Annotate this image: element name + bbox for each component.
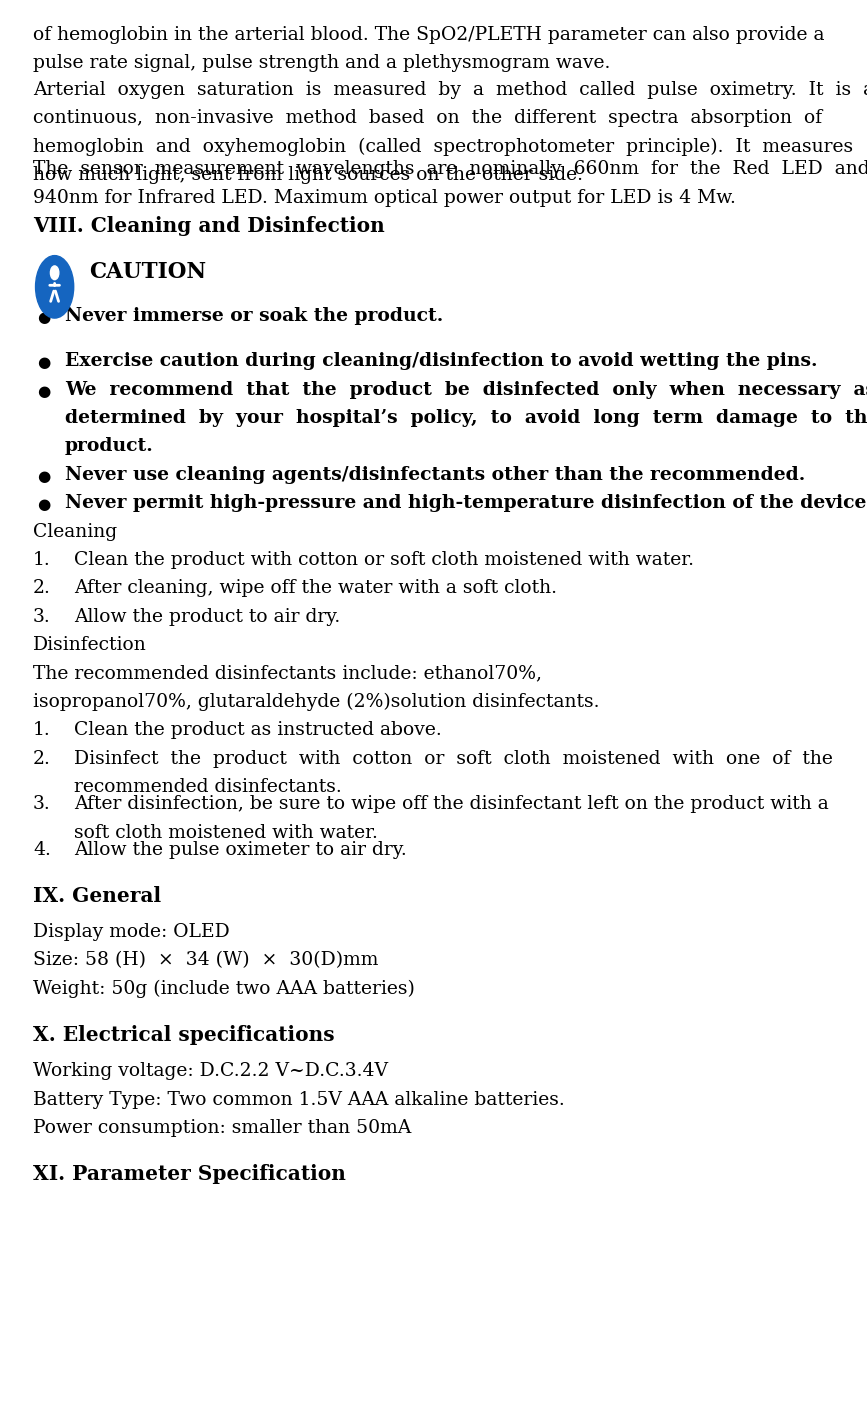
Circle shape [36, 256, 74, 318]
Text: 4.: 4. [33, 841, 51, 859]
Text: Clean the product with cotton or soft cloth moistened with water.: Clean the product with cotton or soft cl… [74, 551, 694, 569]
Text: of hemoglobin in the arterial blood. The SpO2/PLETH parameter can also provide a: of hemoglobin in the arterial blood. The… [33, 26, 825, 44]
Text: The  sensor  measurement  wavelengths  are  nominally  660nm  for  the  Red  LED: The sensor measurement wavelengths are n… [33, 160, 867, 179]
Text: ●: ● [36, 311, 50, 325]
Text: The recommended disinfectants include: ethanol70%,: The recommended disinfectants include: e… [33, 665, 542, 683]
Text: continuous,  non-invasive  method  based  on  the  different  spectra  absorptio: continuous, non-invasive method based on… [33, 109, 822, 128]
Text: Disinfection: Disinfection [33, 636, 147, 655]
Text: Never use cleaning agents/disinfectants other than the recommended.: Never use cleaning agents/disinfectants … [65, 466, 805, 484]
Text: Clean the product as instructed above.: Clean the product as instructed above. [74, 721, 441, 740]
Text: After disinfection, be sure to wipe off the disinfectant left on the product wit: After disinfection, be sure to wipe off … [74, 795, 829, 814]
Text: Working voltage: D.C.2.2 V~D.C.3.4V: Working voltage: D.C.2.2 V~D.C.3.4V [33, 1062, 388, 1081]
Text: Battery Type: Two common 1.5V AAA alkaline batteries.: Battery Type: Two common 1.5V AAA alkali… [33, 1091, 564, 1109]
Text: determined  by  your  hospital’s  policy,  to  avoid  long  term  damage  to  th: determined by your hospital’s policy, to… [65, 409, 867, 427]
Text: Display mode: OLED: Display mode: OLED [33, 923, 230, 941]
Text: Arterial  oxygen  saturation  is  measured  by  a  method  called  pulse  oximet: Arterial oxygen saturation is measured b… [33, 81, 867, 99]
Text: soft cloth moistened with water.: soft cloth moistened with water. [74, 824, 377, 842]
Text: 2.: 2. [33, 750, 51, 768]
Text: Disinfect  the  product  with  cotton  or  soft  cloth  moistened  with  one  of: Disinfect the product with cotton or sof… [74, 750, 832, 768]
Text: 1.: 1. [33, 721, 50, 740]
Text: hemoglobin  and  oxyhemoglobin  (called  spectrophotometer  principle).  It  mea: hemoglobin and oxyhemoglobin (called spe… [33, 138, 853, 156]
Text: ●: ● [36, 356, 50, 371]
Text: Exercise caution during cleaning/disinfection to avoid wetting the pins.: Exercise caution during cleaning/disinfe… [65, 352, 818, 371]
Text: pulse rate signal, pulse strength and a plethysmogram wave.: pulse rate signal, pulse strength and a … [33, 54, 610, 72]
Text: Allow the product to air dry.: Allow the product to air dry. [74, 608, 340, 626]
Text: 2.: 2. [33, 579, 51, 598]
Text: ●: ● [36, 470, 50, 484]
Text: Never immerse or soak the product.: Never immerse or soak the product. [65, 307, 443, 325]
Text: X. Electrical specifications: X. Electrical specifications [33, 1025, 335, 1045]
Text: VIII. Cleaning and Disinfection: VIII. Cleaning and Disinfection [33, 216, 385, 236]
Text: After cleaning, wipe off the water with a soft cloth.: After cleaning, wipe off the water with … [74, 579, 557, 598]
Text: recommended disinfectants.: recommended disinfectants. [74, 778, 342, 797]
Text: 1.: 1. [33, 551, 50, 569]
Text: XI. Parameter Specification: XI. Parameter Specification [33, 1164, 346, 1184]
Text: IX. General: IX. General [33, 886, 161, 906]
Text: Never permit high-pressure and high-temperature disinfection of the device.: Never permit high-pressure and high-temp… [65, 494, 867, 513]
Text: 940nm for Infrared LED. Maximum optical power output for LED is 4 Mw.: 940nm for Infrared LED. Maximum optical … [33, 189, 736, 207]
Text: Allow the pulse oximeter to air dry.: Allow the pulse oximeter to air dry. [74, 841, 407, 859]
Text: Size: 58 (H)  ×  34 (W)  ×  30(D)mm: Size: 58 (H) × 34 (W) × 30(D)mm [33, 951, 378, 970]
Text: how much light, sent from light sources on the other side.: how much light, sent from light sources … [33, 166, 583, 185]
Text: 3.: 3. [33, 795, 50, 814]
Text: isopropanol70%, glutaraldehyde (2%)solution disinfectants.: isopropanol70%, glutaraldehyde (2%)solut… [33, 693, 599, 711]
Text: Cleaning: Cleaning [33, 523, 117, 541]
Text: product.: product. [65, 437, 153, 456]
Text: We  recommend  that  the  product  be  disinfected  only  when  necessary  as: We recommend that the product be disinfe… [65, 381, 867, 399]
Text: 3.: 3. [33, 608, 50, 626]
Text: CAUTION: CAUTION [89, 261, 206, 283]
Circle shape [50, 266, 59, 280]
Text: ●: ● [36, 385, 50, 399]
Text: Weight: 50g (include two AAA batteries): Weight: 50g (include two AAA batteries) [33, 980, 414, 998]
Text: ●: ● [36, 498, 50, 513]
Text: Power consumption: smaller than 50mA: Power consumption: smaller than 50mA [33, 1119, 411, 1137]
